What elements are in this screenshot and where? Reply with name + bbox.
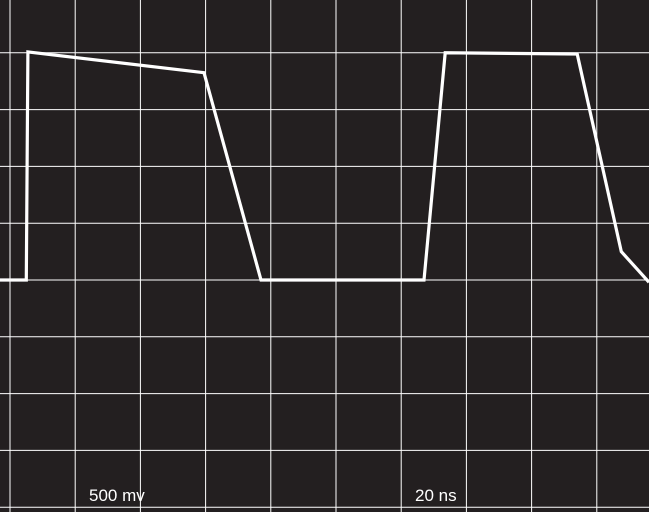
time-per-division-label: 20 ns [415,486,457,505]
waveform-trace [0,50,649,284]
volts-per-division-label: 500 mv [89,486,145,505]
